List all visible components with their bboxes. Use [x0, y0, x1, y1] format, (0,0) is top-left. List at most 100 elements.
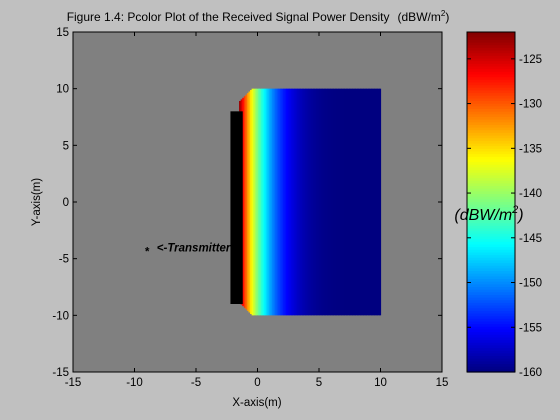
x-axis-ticks: -15 -10 -5 0 5 10 15 — [65, 32, 448, 389]
heatmap-cell — [320, 88, 323, 316]
heatmap-cell — [264, 88, 267, 316]
colorbar-segment — [467, 215, 515, 219]
colorbar-tick-label: -150 — [519, 278, 542, 290]
colorbar-segment — [467, 127, 515, 131]
colorbar-segment — [467, 348, 515, 352]
colorbar-segment — [467, 305, 515, 309]
heatmap-cell — [298, 88, 301, 316]
colorbar-segment — [467, 308, 515, 312]
colorbar-segment — [467, 194, 515, 198]
colorbar-segment — [467, 342, 515, 347]
heatmap-cell — [295, 88, 298, 316]
heatmap-cell — [281, 88, 284, 316]
colorbar-segment — [467, 284, 515, 288]
colorbar-segment — [467, 47, 515, 52]
colorbar-segment — [467, 281, 515, 285]
colorbar-segment — [467, 55, 515, 60]
colorbar-segment — [467, 271, 515, 275]
heatmap-cell — [257, 88, 261, 316]
colorbar-segment — [467, 162, 515, 166]
y-tick-label: -5 — [59, 254, 69, 266]
heatmap-cell — [328, 88, 331, 316]
colorbar-segment — [467, 188, 515, 192]
heatmap-cell — [251, 88, 254, 316]
colorbar-segment — [467, 191, 515, 195]
colorbar-segment — [467, 332, 515, 336]
heatmap-cell — [364, 88, 367, 316]
colorbar-segment — [467, 151, 515, 155]
colorbar-segment — [467, 217, 515, 222]
colorbar-segment — [467, 135, 515, 139]
heatmap-cell — [278, 88, 281, 316]
y-tick-label: -15 — [52, 367, 69, 379]
heatmap-cell — [331, 88, 334, 316]
colorbar-segment — [467, 103, 515, 107]
heatmap-cell — [339, 88, 342, 316]
colorbar-segment — [467, 93, 515, 97]
colorbar-segment — [467, 369, 515, 373]
heatmap-cell — [333, 88, 336, 316]
heatmap-cell — [369, 88, 372, 316]
colorbar-segment — [467, 255, 515, 259]
heatmap-cell — [283, 88, 286, 316]
colorbar-segment — [467, 233, 515, 238]
y-tick-label: 10 — [56, 84, 69, 96]
y-tick-label: 0 — [63, 197, 69, 209]
heatmap-cell — [275, 88, 278, 316]
colorbar-segment — [467, 45, 515, 49]
heatmap-cell — [256, 88, 259, 316]
colorbar-segment — [467, 228, 515, 232]
colorbar-segment — [467, 268, 515, 272]
colorbar-segment — [467, 289, 515, 293]
heatmap-cell — [261, 88, 264, 316]
colorbar-tick-label: -160 — [519, 367, 542, 379]
heatmap-cell — [372, 88, 375, 316]
heatmap-cell — [289, 88, 292, 316]
heatmap-cell — [349, 88, 352, 316]
heatmap-cell — [366, 88, 369, 316]
y-tick-label: -10 — [52, 310, 69, 322]
colorbar-segment — [467, 334, 515, 339]
heatmap-cell — [254, 88, 257, 316]
heatmap-cell — [308, 88, 311, 316]
y-tick-label: 5 — [63, 140, 69, 152]
colorbar-segment — [467, 292, 515, 296]
colorbar-segment — [467, 109, 515, 113]
colorbar-segment — [467, 124, 515, 129]
colorbar-segment — [467, 167, 515, 171]
heatmap-cell — [355, 88, 358, 316]
heatmap-cell — [336, 88, 339, 316]
colorbar-segment — [467, 236, 515, 240]
heatmap-cell — [276, 88, 279, 316]
colorbar-segment — [467, 119, 515, 123]
heatmap-cell — [292, 88, 295, 316]
colorbar-segment — [467, 186, 515, 190]
colorbar-segment — [467, 164, 515, 169]
colorbar-segment — [467, 156, 515, 161]
heatmap-cell — [375, 88, 378, 316]
heatmap-cell — [273, 88, 276, 316]
colorbar-segment — [467, 223, 515, 227]
colorbar-segment — [467, 260, 515, 264]
y-axis-label: Y-axis(m) — [31, 178, 43, 226]
colorbar-segment — [467, 239, 515, 243]
heatmap-cell — [317, 88, 320, 316]
heatmap-cell — [268, 88, 272, 316]
heatmap-cell — [353, 88, 356, 316]
colorbar-segment — [467, 180, 515, 185]
colorbar-segment — [467, 159, 515, 163]
heatmap-cell — [259, 88, 262, 316]
colorbar-segment — [467, 101, 515, 105]
colorbar-segment — [467, 263, 515, 267]
heatmap-cell — [267, 88, 270, 316]
heatmap-cell — [322, 88, 325, 316]
transmitter-marker: * — [145, 246, 150, 258]
x-axis-label: X-axis(m) — [232, 397, 281, 409]
heatmap-cell — [287, 88, 290, 316]
colorbar-tick-label: -140 — [519, 188, 542, 200]
colorbar-segment — [467, 199, 515, 203]
y-axis-ticks: -15 -10 -5 0 5 10 15 — [52, 27, 442, 379]
colorbar-segment — [467, 297, 515, 301]
x-tick-label: -15 — [65, 377, 82, 389]
colorbar-segment — [467, 361, 515, 365]
